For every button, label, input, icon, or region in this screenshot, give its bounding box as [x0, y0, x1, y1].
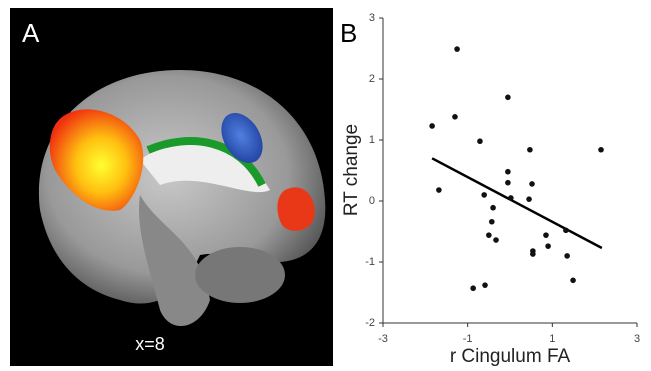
- x-tick-label: -1: [463, 333, 473, 345]
- panel-label: A: [22, 18, 40, 48]
- data-point: [482, 282, 488, 288]
- data-point: [486, 232, 492, 238]
- y-tick-label: -2: [365, 317, 375, 329]
- data-point: [493, 237, 499, 243]
- brain-panel: A x=8: [10, 8, 333, 366]
- data-point: [436, 187, 442, 193]
- fit-line: [432, 158, 602, 248]
- x-tick-label: 1: [549, 333, 555, 345]
- data-point: [505, 169, 511, 175]
- data-point: [481, 192, 487, 198]
- y-axis-label: RT change: [341, 124, 362, 216]
- data-point: [529, 181, 535, 187]
- data-point: [527, 147, 533, 153]
- data-point: [429, 123, 435, 129]
- data-point: [530, 251, 536, 257]
- data-point: [489, 219, 495, 225]
- data-point: [564, 253, 570, 259]
- data-point: [570, 278, 576, 284]
- data-point: [598, 147, 604, 153]
- y-tick-label: 0: [369, 195, 375, 207]
- y-tick-label: 1: [369, 134, 375, 146]
- y-tick-label: 2: [369, 73, 375, 85]
- data-point: [490, 205, 496, 211]
- data-point: [526, 196, 532, 202]
- slice-annotation: x=8: [135, 334, 165, 354]
- data-point: [563, 227, 569, 233]
- data-point: [477, 138, 483, 144]
- data-point: [545, 243, 551, 249]
- data-point: [508, 195, 514, 201]
- data-point: [452, 114, 458, 120]
- x-tick-label: 3: [634, 333, 640, 345]
- y-tick-label: 3: [369, 12, 375, 24]
- scatter-panel: B r Cingulum FA RT change -2 -1 0 1 2 3 -3 -1 1 3: [340, 12, 640, 367]
- data-point: [505, 95, 511, 101]
- data-point: [543, 232, 549, 238]
- figure: A x=8 B r Cingulum FA RT change -2 -1 0 1 2 3…: [0, 0, 651, 371]
- data-point: [454, 46, 460, 52]
- panel-label: B: [340, 18, 357, 48]
- y-tick-label: -1: [365, 256, 375, 268]
- x-tick-label: -3: [378, 333, 388, 345]
- data-point: [470, 285, 476, 291]
- x-axis-label: r Cingulum FA: [450, 346, 571, 367]
- data-point: [505, 180, 511, 186]
- cerebellum: [195, 247, 285, 303]
